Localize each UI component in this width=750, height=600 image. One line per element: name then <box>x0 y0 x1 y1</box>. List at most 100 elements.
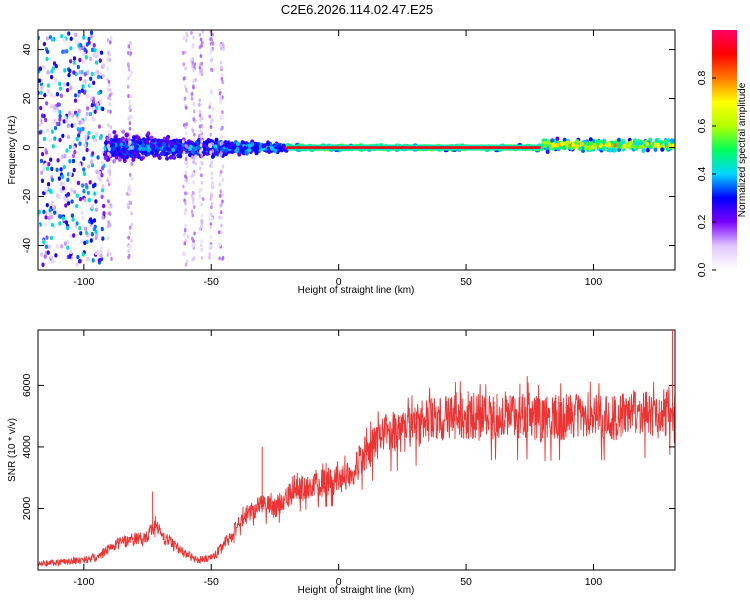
heatmap-cell <box>92 218 97 223</box>
heatmap-cell <box>85 93 90 99</box>
heatmap-cell <box>61 216 65 221</box>
heatmap-cell <box>209 37 213 42</box>
colorbar-gradient <box>712 30 737 270</box>
heatmap-cell <box>77 133 81 138</box>
heatmap-cell <box>62 119 66 124</box>
heatmap-cell <box>87 164 91 169</box>
heatmap-cell <box>48 138 52 143</box>
heatmap-cell <box>70 199 74 204</box>
heatmap-cell <box>130 238 133 243</box>
heatmap-cell <box>78 76 83 81</box>
heatmap-cell <box>101 63 106 68</box>
heatmap-cell <box>127 116 131 121</box>
heatmap-cell <box>185 153 188 158</box>
heatmap-cell <box>208 138 213 144</box>
heatmap-cell <box>119 142 124 147</box>
heatmap-cell <box>46 250 50 255</box>
heatmap-cell <box>52 105 57 110</box>
heatmap-cell <box>151 138 156 144</box>
heatmap-cell <box>92 135 96 140</box>
heatmap-cell <box>38 209 41 215</box>
heatmap-cell <box>55 92 60 97</box>
heatmap-cell <box>546 140 551 145</box>
spectrogram-x-tick-label: -100 <box>73 276 94 288</box>
heatmap-cell <box>106 252 110 257</box>
heatmap-cell <box>63 68 67 73</box>
heatmap-cell <box>219 203 222 208</box>
heatmap-cell <box>76 180 81 186</box>
heatmap-cell <box>82 188 86 194</box>
heatmap-cell <box>92 226 96 232</box>
heatmap-cell <box>72 70 76 75</box>
heatmap-cell <box>96 174 100 180</box>
heatmap-cell <box>38 130 42 135</box>
colorbar-tick-label: 0.4 <box>696 167 708 182</box>
heatmap-cell <box>190 209 194 214</box>
heatmap-cell <box>219 100 222 105</box>
heatmap-cell <box>108 211 111 216</box>
heatmap-cell <box>191 60 195 65</box>
heatmap-cell <box>93 109 97 114</box>
heatmap-cell <box>128 230 132 235</box>
heatmap-cell <box>193 242 196 247</box>
heatmap-cell <box>220 114 224 119</box>
heatmap-cell <box>108 102 112 107</box>
heatmap-cell <box>106 211 109 216</box>
heatmap-cell <box>88 180 92 185</box>
heatmap-cell <box>97 124 102 129</box>
heatmap-cell <box>550 138 555 143</box>
heatmap-cell <box>79 127 83 132</box>
heatmap-cell <box>64 220 69 225</box>
heatmap-cell <box>107 87 110 92</box>
heatmap-cell <box>190 174 193 179</box>
heatmap-cell <box>100 188 105 193</box>
heatmap-cell <box>91 115 95 121</box>
heatmap-cell <box>599 143 604 148</box>
heatmap-cell <box>136 135 141 140</box>
heatmap-cell <box>109 251 112 256</box>
heatmap-cell <box>210 57 214 62</box>
spectrogram-frame <box>37 29 676 271</box>
heatmap-cell <box>208 114 212 119</box>
heatmap-cell <box>184 201 187 206</box>
heatmap-cell <box>221 80 224 85</box>
heatmap-cell <box>44 162 48 168</box>
heatmap-cell <box>66 134 71 140</box>
heatmap-cell <box>210 154 215 159</box>
heatmap-cell <box>211 107 214 112</box>
heatmap-cell <box>72 60 76 65</box>
heatmap-cell <box>201 30 205 34</box>
heatmap-cell <box>73 123 77 128</box>
heatmap-cell <box>655 137 660 143</box>
heatmap-cell <box>121 148 126 154</box>
heatmap-cell <box>82 171 86 177</box>
heatmap-cell <box>87 197 91 203</box>
heatmap-cell <box>197 134 201 139</box>
heatmap-cell <box>192 171 195 176</box>
heatmap-cell <box>85 147 89 153</box>
heatmap-cell <box>200 72 204 77</box>
heatmap-cell <box>95 102 99 107</box>
heatmap-cell <box>89 56 93 61</box>
heatmap-cell <box>111 143 116 148</box>
heatmap-cell <box>209 244 212 249</box>
heatmap-cell <box>73 98 78 103</box>
heatmap-cell <box>188 146 193 152</box>
heatmap-cell <box>186 164 189 169</box>
heatmap-cell <box>38 122 42 128</box>
heatmap-cell <box>58 113 62 119</box>
heatmap-cell <box>38 78 42 83</box>
heatmap-cell <box>66 239 70 244</box>
heatmap-cell <box>254 150 259 156</box>
heatmap-cell <box>238 145 243 150</box>
heatmap-cell <box>209 51 212 56</box>
heatmap-cell <box>79 231 83 236</box>
heatmap-cell <box>201 196 205 201</box>
heatmap-cell <box>107 130 111 135</box>
heatmap-cell <box>273 148 278 154</box>
heatmap-cell <box>68 159 72 164</box>
heatmap-cell <box>110 256 113 261</box>
heatmap-cell <box>184 223 188 228</box>
heatmap-cell <box>62 181 66 186</box>
heatmap-cell <box>43 254 47 259</box>
